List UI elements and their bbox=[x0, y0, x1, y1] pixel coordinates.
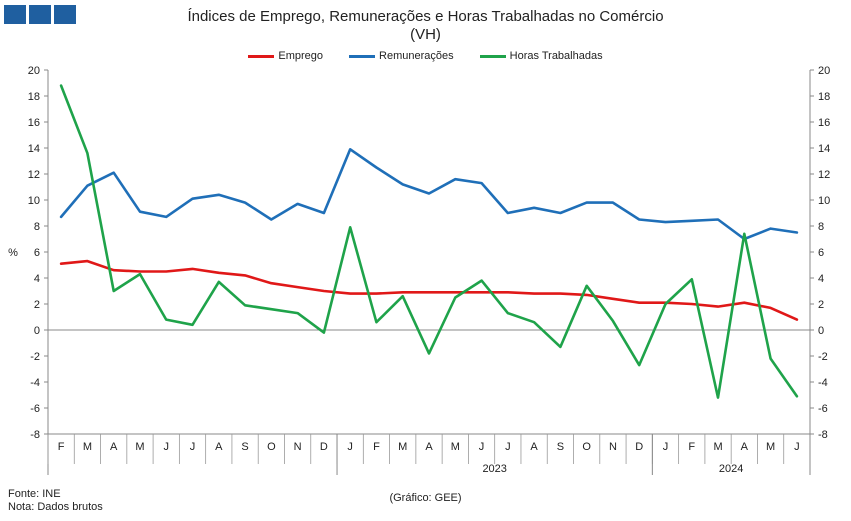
series-line-remuneracoes bbox=[59, 148, 799, 241]
y-tick-label-left: 16 bbox=[28, 117, 40, 129]
x-tick-label: A bbox=[110, 441, 118, 453]
y-tick-label-left: 4 bbox=[34, 273, 40, 285]
x-tick-label: F bbox=[688, 441, 695, 453]
x-tick-label: D bbox=[635, 441, 643, 453]
legend-swatch bbox=[349, 54, 376, 58]
y-tick-label-left: 2 bbox=[34, 299, 40, 311]
x-tick-label: M bbox=[398, 441, 407, 453]
y-tick-label-right: 14 bbox=[818, 143, 830, 155]
y-tick-label-left: -6 bbox=[30, 403, 40, 415]
legend-item: Emprego bbox=[248, 50, 323, 62]
x-tick-label: D bbox=[320, 441, 328, 453]
y-tick-label-left: -4 bbox=[30, 377, 40, 389]
series-line-horas-trabalhadas bbox=[59, 84, 799, 399]
x-tick-label: O bbox=[267, 441, 276, 453]
y-tick-label-right: -4 bbox=[818, 377, 828, 389]
y-tick-label-right: 20 bbox=[818, 65, 830, 77]
y-tick-label-right: 8 bbox=[818, 221, 824, 233]
logo bbox=[4, 5, 76, 24]
logo-block bbox=[29, 5, 51, 24]
source-note: Fonte: INE bbox=[8, 488, 61, 500]
x-tick-label: N bbox=[294, 441, 302, 453]
y-tick-label-right: 4 bbox=[818, 273, 824, 285]
y-tick-label-left: 20 bbox=[28, 65, 40, 77]
x-tick-label: S bbox=[557, 441, 564, 453]
x-tick-label: F bbox=[58, 441, 65, 453]
x-tick-label: S bbox=[241, 441, 248, 453]
x-tick-label: J bbox=[479, 441, 485, 453]
y-tick-label-right: 6 bbox=[818, 247, 824, 259]
logo-block bbox=[54, 5, 76, 24]
x-tick-label: O bbox=[582, 441, 591, 453]
year-label: 2023 bbox=[482, 463, 506, 475]
legend: Emprego Remunerações Horas Trabalhadas bbox=[0, 50, 851, 62]
y-tick-label-right: 0 bbox=[818, 325, 824, 337]
y-tick-label-left: 12 bbox=[28, 169, 40, 181]
x-tick-label: A bbox=[741, 441, 749, 453]
x-tick-label: A bbox=[425, 441, 433, 453]
x-tick-label: J bbox=[505, 441, 511, 453]
x-tick-label: A bbox=[530, 441, 538, 453]
legend-label: Remunerações bbox=[379, 50, 454, 62]
y-tick-label-left: 6 bbox=[34, 247, 40, 259]
y-tick-label-right: -2 bbox=[818, 351, 828, 363]
x-tick-label: M bbox=[713, 441, 722, 453]
x-tick-label: M bbox=[135, 441, 144, 453]
y-tick-label-right: 2 bbox=[818, 299, 824, 311]
legend-swatch bbox=[248, 54, 275, 58]
chart-title: Índices de Emprego, Remunerações e Horas… bbox=[187, 8, 664, 25]
series-line-emprego bbox=[59, 259, 799, 321]
legend-label: Emprego bbox=[278, 50, 324, 62]
x-tick-label: N bbox=[609, 441, 617, 453]
y-tick-label-left: 10 bbox=[28, 195, 40, 207]
year-label: 2024 bbox=[719, 463, 743, 475]
y-axis-label: % bbox=[8, 247, 18, 259]
y-tick-label-right: 18 bbox=[818, 91, 830, 103]
chart-credit: (Gráfico: GEE) bbox=[389, 492, 462, 504]
legend-swatch bbox=[479, 54, 506, 58]
y-tick-label-left: -8 bbox=[30, 429, 40, 441]
x-tick-label: J bbox=[663, 441, 669, 453]
x-tick-label: J bbox=[347, 441, 353, 453]
y-tick-label-left: 8 bbox=[34, 221, 40, 233]
y-tick-label-right: 12 bbox=[818, 169, 830, 181]
y-tick-label-right: 10 bbox=[818, 195, 830, 207]
y-tick-label-left: 0 bbox=[34, 325, 40, 337]
y-tick-label-left: 18 bbox=[28, 91, 40, 103]
y-tick-label-right: -6 bbox=[818, 403, 828, 415]
x-tick-label: F bbox=[373, 441, 380, 453]
y-tick-label-right: 16 bbox=[818, 117, 830, 129]
legend-label: Horas Trabalhadas bbox=[509, 50, 603, 62]
chart-subtitle: (VH) bbox=[410, 26, 441, 43]
x-tick-label: J bbox=[190, 441, 196, 453]
x-tick-label: M bbox=[766, 441, 775, 453]
y-tick-label-left: 14 bbox=[28, 143, 40, 155]
y-tick-label-left: -2 bbox=[30, 351, 40, 363]
data-note: Nota: Dados brutos bbox=[8, 501, 103, 513]
x-tick-label: A bbox=[215, 441, 223, 453]
y-tick-label-right: -8 bbox=[818, 429, 828, 441]
legend-item: Remunerações bbox=[349, 50, 454, 62]
x-tick-label: M bbox=[451, 441, 460, 453]
x-tick-label: J bbox=[163, 441, 169, 453]
legend-item: Horas Trabalhadas bbox=[479, 50, 603, 62]
x-tick-label: J bbox=[794, 441, 800, 453]
x-tick-label: M bbox=[83, 441, 92, 453]
logo-block bbox=[4, 5, 26, 24]
